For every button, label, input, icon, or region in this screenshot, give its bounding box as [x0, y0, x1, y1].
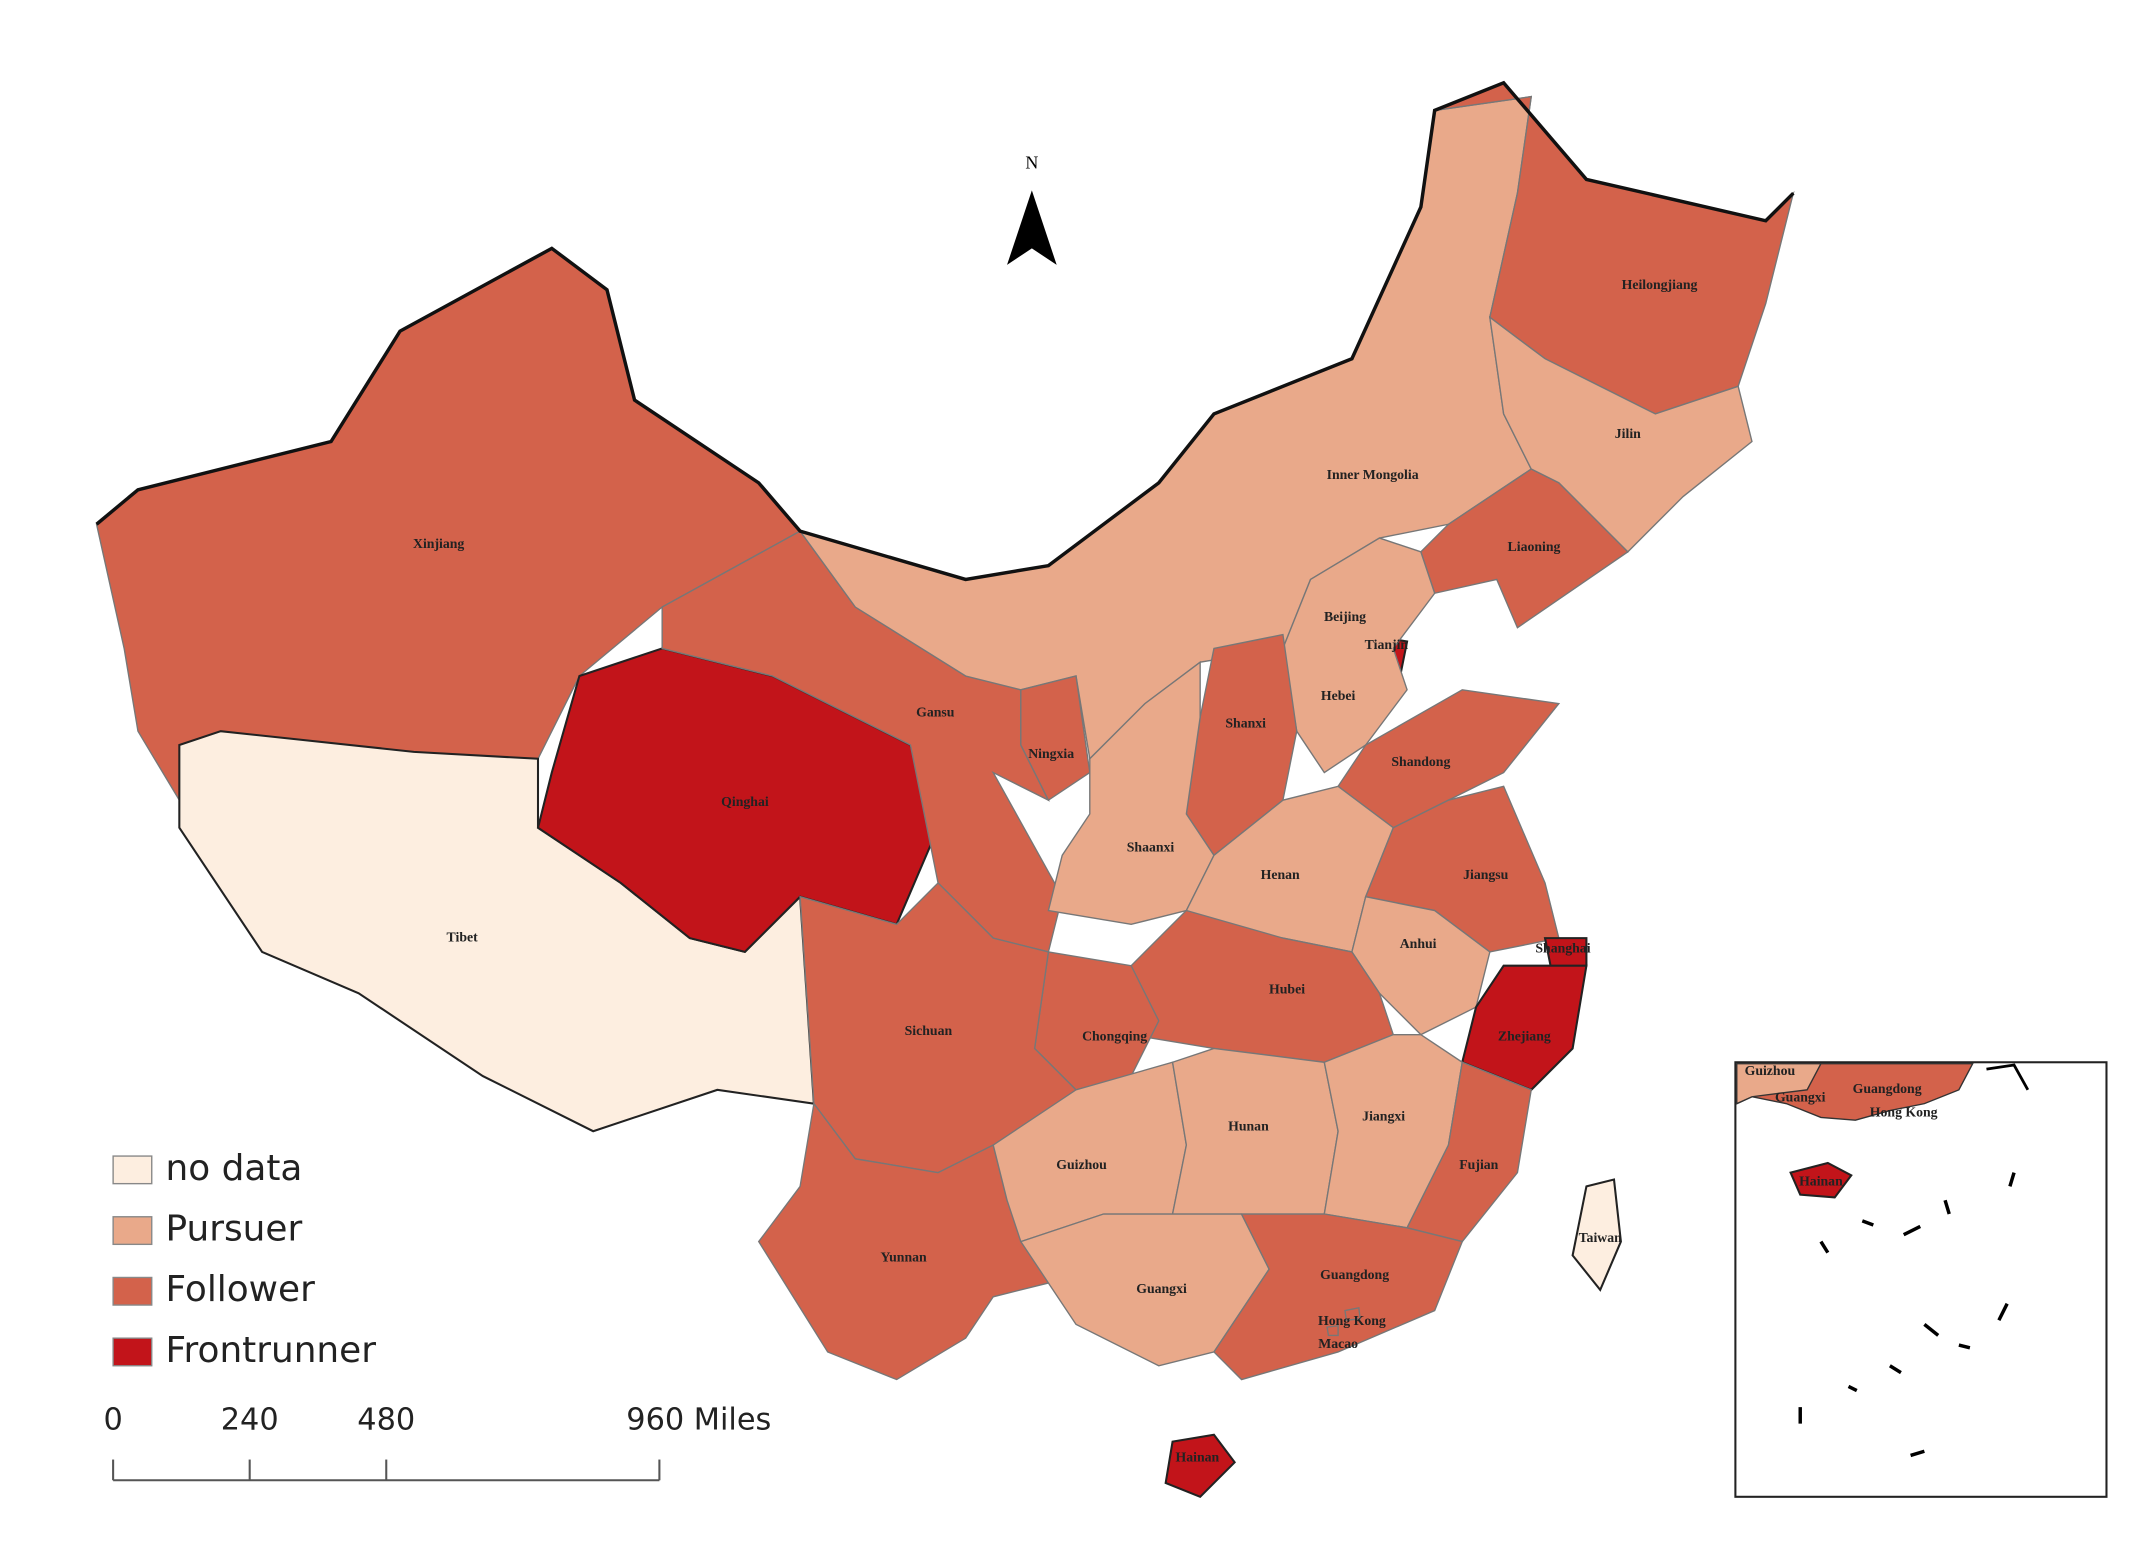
province-label: Henan — [1261, 867, 1300, 882]
inset-islands — [1986, 1063, 2030, 1091]
province-label: Fujian — [1459, 1157, 1498, 1172]
legend-label: Pursuer — [166, 1209, 303, 1250]
north-arrow — [1007, 190, 1057, 265]
province-label: Liaoning — [1508, 539, 1561, 554]
province-label: Jiangxi — [1362, 1109, 1405, 1124]
province-label: Guizhou — [1056, 1157, 1107, 1172]
province-label: Taiwan — [1579, 1230, 1622, 1245]
inset-label: Hong Kong — [1870, 1104, 1938, 1119]
province-label: Sichuan — [905, 1023, 953, 1038]
province — [1326, 1324, 1339, 1337]
legend-label: no data — [166, 1148, 303, 1189]
province-label: Gansu — [916, 704, 955, 719]
province-label: Yunnan — [880, 1249, 927, 1264]
legend-swatch — [112, 1216, 153, 1246]
province-label: Inner Mongolia — [1327, 467, 1419, 482]
legend-label: Frontrunner — [166, 1330, 377, 1371]
legend-swatch — [112, 1155, 153, 1185]
province — [1488, 315, 1753, 553]
scale-label: 960 Miles — [626, 1402, 771, 1437]
province-label: Shandong — [1391, 754, 1450, 769]
province-label: Beijing — [1324, 609, 1366, 624]
province-label: Xinjiang — [413, 536, 464, 551]
inset-label: Hainan — [1799, 1173, 1843, 1188]
province-label: Ningxia — [1028, 746, 1074, 761]
inset-label: Guangdong — [1853, 1081, 1922, 1096]
province-label: Macao — [1318, 1336, 1358, 1351]
province-label: Guangxi — [1136, 1281, 1187, 1296]
province-label: Shanxi — [1225, 715, 1266, 730]
scale-label: 480 — [357, 1402, 415, 1437]
legend-swatch — [112, 1337, 153, 1367]
province-label: Tibet — [447, 929, 479, 944]
north-label: N — [1025, 152, 1038, 172]
inset-label: Guizhou — [1745, 1063, 1796, 1078]
province-label: Hebei — [1321, 688, 1356, 703]
province-label: Tianjin — [1365, 637, 1409, 652]
province-label: Heilongjiang — [1622, 277, 1698, 292]
scale-label: 240 — [221, 1402, 279, 1437]
province-label: Jiangsu — [1463, 867, 1509, 882]
inset-map — [1734, 1061, 2108, 1498]
legend-swatch — [112, 1276, 153, 1306]
province-label: Hubei — [1269, 982, 1305, 997]
province-label: Hainan — [1176, 1449, 1220, 1464]
inset-label: Guangxi — [1775, 1089, 1826, 1104]
province-label: Shanghai — [1535, 940, 1590, 955]
inset-pursuer — [1736, 1062, 1823, 1105]
scale-label: 0 — [103, 1402, 122, 1437]
province-label: Shaanxi — [1127, 840, 1175, 855]
province-label: Qinghai — [721, 794, 769, 809]
country-border — [95, 80, 1795, 582]
province-label: Hunan — [1228, 1118, 1269, 1133]
province-label: Guangdong — [1320, 1267, 1389, 1282]
province — [1571, 1178, 1622, 1292]
province — [1164, 1433, 1237, 1499]
province-label: Jilin — [1615, 426, 1641, 441]
inset-islands — [1798, 1172, 2016, 1458]
province — [757, 1101, 1050, 1381]
province-label: Zhejiang — [1498, 1029, 1551, 1044]
legend-label: Follower — [166, 1269, 316, 1310]
province-label: Chongqing — [1082, 1029, 1147, 1044]
province-labels: Xinjiang Tibet Qinghai Gansu Inner Mongolia H… — [413, 277, 1698, 1465]
province — [1020, 675, 1091, 802]
inset-frame — [1734, 1061, 2108, 1498]
province — [1344, 1306, 1361, 1321]
province-label: Anhui — [1400, 936, 1437, 951]
inset-hainan — [1789, 1161, 1853, 1199]
province — [1130, 909, 1395, 1063]
province — [1213, 1213, 1464, 1381]
province-label: Hong Kong — [1318, 1313, 1386, 1328]
provinces — [95, 82, 1795, 1499]
